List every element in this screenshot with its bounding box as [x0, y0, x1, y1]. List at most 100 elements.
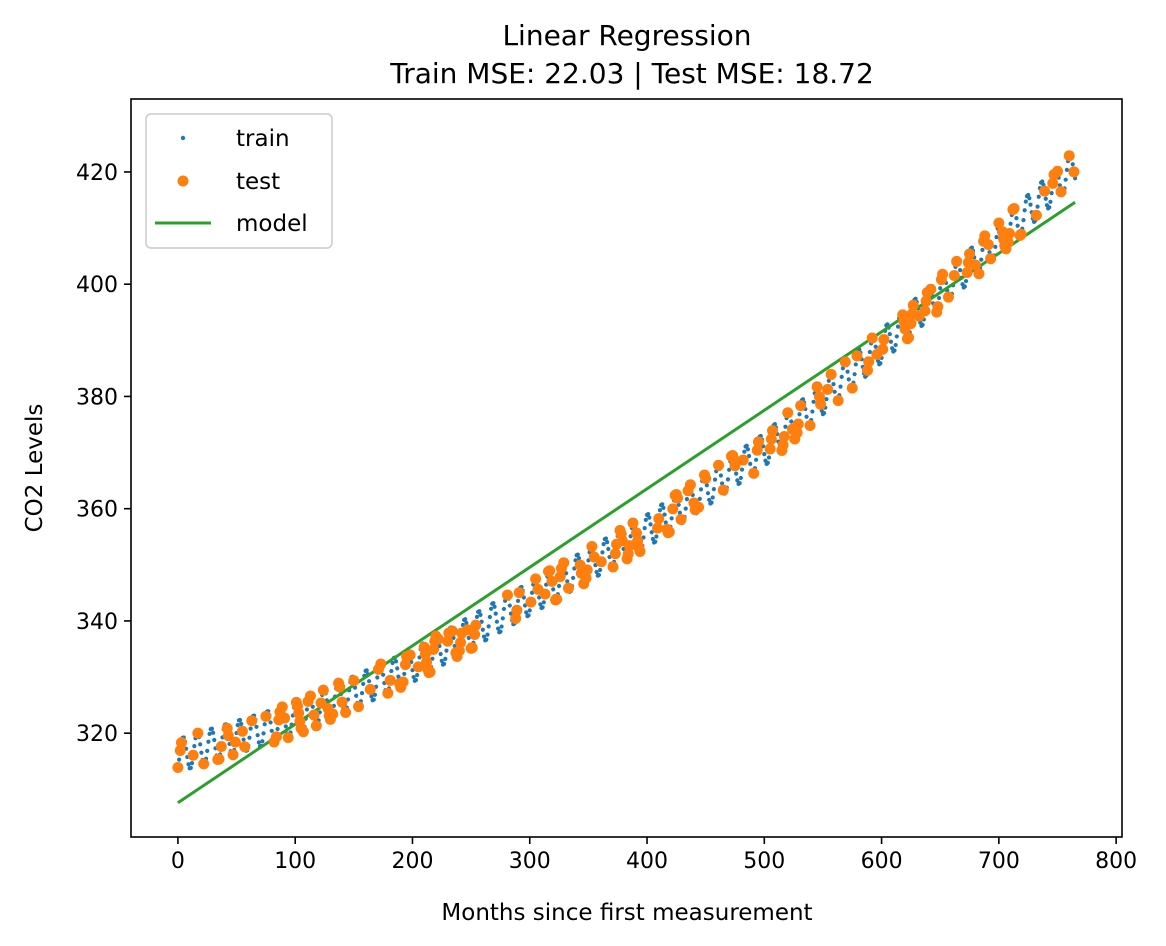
- test-point: [428, 643, 440, 655]
- train-point: [443, 656, 448, 661]
- train-point: [962, 284, 967, 289]
- train-point: [571, 575, 576, 581]
- train-point: [269, 728, 274, 733]
- train-point: [831, 382, 836, 387]
- train-point: [824, 396, 829, 402]
- test-point: [260, 710, 272, 722]
- test-point: [558, 557, 570, 569]
- train-point: [936, 295, 942, 301]
- test-point: [595, 556, 607, 568]
- test-point: [948, 269, 960, 281]
- test-point: [700, 473, 712, 485]
- test-point: [684, 479, 696, 491]
- train-point: [598, 567, 603, 573]
- test-point: [172, 762, 184, 774]
- test-point: [1039, 185, 1051, 197]
- test-point: [424, 666, 436, 678]
- train-point: [603, 536, 609, 541]
- test-point: [839, 356, 851, 368]
- test-point: [470, 619, 482, 631]
- train-point: [1023, 199, 1028, 204]
- test-point: [979, 230, 991, 242]
- test-point: [717, 484, 729, 496]
- train-point: [838, 384, 843, 389]
- train-point: [698, 487, 704, 492]
- train-point: [650, 536, 655, 542]
- test-point: [863, 356, 875, 368]
- train-point: [515, 598, 521, 603]
- train-point: [256, 740, 261, 745]
- test-point: [282, 732, 294, 744]
- test-point: [375, 658, 387, 670]
- train-point: [239, 721, 244, 727]
- test-point: [198, 758, 210, 770]
- train-point: [261, 731, 266, 736]
- test-point: [227, 749, 239, 761]
- test-point: [752, 436, 764, 448]
- train-point: [867, 349, 872, 355]
- train-point: [745, 447, 750, 452]
- train-point: [395, 666, 400, 671]
- train-point: [464, 620, 469, 626]
- test-point: [815, 398, 827, 410]
- train-point: [255, 733, 260, 738]
- train-point: [748, 461, 753, 466]
- plot-area-frame: [130, 98, 1123, 838]
- test-point: [866, 332, 878, 344]
- test-point: [239, 741, 251, 753]
- train-point: [1048, 199, 1053, 204]
- x-tick-label: 200: [391, 849, 433, 874]
- train-point: [705, 491, 711, 496]
- test-point: [777, 439, 789, 451]
- train-point: [642, 526, 647, 531]
- test-point: [964, 248, 976, 260]
- train-point: [241, 737, 246, 742]
- test-point: [1055, 186, 1067, 198]
- x-tick-label: 0: [171, 849, 185, 874]
- train-point: [275, 726, 280, 732]
- train-point: [938, 286, 943, 291]
- train-point: [853, 362, 858, 367]
- train-point: [359, 691, 365, 696]
- test-point: [1002, 236, 1014, 248]
- train-point: [878, 361, 883, 366]
- train-point: [199, 750, 204, 755]
- train-point: [524, 610, 529, 615]
- test-point: [951, 255, 963, 267]
- test-point: [293, 707, 305, 719]
- test-point: [222, 730, 234, 742]
- y-axis-ticks: 320 340 360 380 400 420: [76, 161, 131, 747]
- test-point: [920, 295, 932, 307]
- train-point: [725, 477, 731, 482]
- x-tick-label: 300: [509, 849, 551, 874]
- train-point: [1015, 223, 1020, 228]
- test-point: [510, 612, 522, 624]
- train-point: [499, 624, 504, 629]
- test-point: [609, 548, 621, 560]
- test-point: [455, 637, 467, 649]
- train-point: [826, 378, 831, 383]
- train-point: [474, 614, 480, 619]
- train-point: [262, 722, 267, 727]
- train-point: [507, 603, 512, 608]
- train-point: [797, 412, 802, 417]
- test-point: [581, 564, 593, 576]
- test-point: [1051, 165, 1063, 177]
- x-tick-label: 800: [1095, 849, 1137, 874]
- train-point: [268, 720, 273, 725]
- train-point: [657, 508, 663, 513]
- train-point: [873, 344, 878, 349]
- test-point: [446, 625, 458, 637]
- test-point: [804, 420, 816, 432]
- test-point: [1030, 209, 1042, 221]
- y-tick-label: 320: [76, 722, 118, 747]
- test-point: [539, 588, 551, 600]
- train-point: [1064, 167, 1069, 172]
- test-point: [811, 381, 823, 393]
- train-point: [654, 534, 659, 539]
- test-point: [213, 753, 225, 765]
- test-point: [419, 648, 431, 660]
- train-point: [381, 672, 386, 677]
- test-point: [846, 382, 858, 394]
